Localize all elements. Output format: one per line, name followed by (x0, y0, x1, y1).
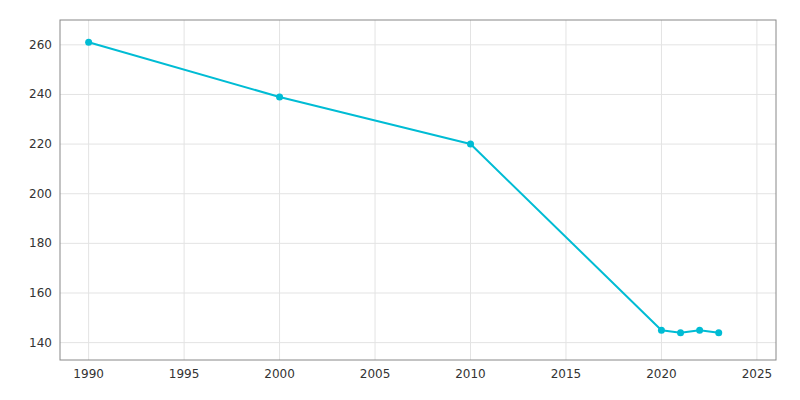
x-tick-label: 1995 (169, 367, 200, 381)
x-tick-label: 1990 (73, 367, 104, 381)
y-grid-line (60, 193, 776, 194)
y-tick-label: 180 (29, 236, 52, 250)
x-grid-line (756, 20, 757, 360)
data-layer (85, 39, 722, 336)
x-tick-label: 2010 (455, 367, 486, 381)
y-tick-label: 200 (29, 187, 52, 201)
y-grid-line (60, 144, 776, 145)
y-tick-label: 240 (29, 87, 52, 101)
x-grid-line (375, 20, 376, 360)
y-grid-line (60, 292, 776, 293)
line (89, 42, 719, 332)
point (715, 329, 722, 336)
chart-container: 1990 1995 2000 2005 2010 2015 2020 2025 140 160 18… (0, 0, 800, 400)
x-grid-line (470, 20, 471, 360)
y-grid-line (60, 342, 776, 343)
y-grid-line (60, 94, 776, 95)
point (677, 329, 684, 336)
point (85, 39, 92, 46)
plot-frame (60, 20, 776, 360)
axes: 1990 1995 2000 2005 2010 2015 2020 2025 140 160 18… (29, 38, 772, 381)
y-grid-line (60, 44, 776, 45)
x-grid-line (184, 20, 185, 360)
y-tick-label: 260 (29, 38, 52, 52)
x-tick-label: 2015 (551, 367, 582, 381)
y-tick-label: 160 (29, 286, 52, 300)
grid (60, 20, 776, 360)
x-tick-label: 2025 (742, 367, 773, 381)
x-grid-line (88, 20, 89, 360)
chart: 1990 1995 2000 2005 2010 2015 2020 2025 140 160 18… (0, 0, 800, 400)
point (696, 327, 703, 334)
y-tick-label: 140 (29, 336, 52, 350)
x-grid-line (565, 20, 566, 360)
y-grid-line (60, 243, 776, 244)
x-tick-label: 2005 (360, 367, 391, 381)
y-tick-label: 220 (29, 137, 52, 151)
point (467, 141, 474, 148)
x-grid-line (279, 20, 280, 360)
x-tick-label: 2000 (264, 367, 295, 381)
point (276, 93, 283, 100)
point (658, 327, 665, 334)
x-tick-label: 2020 (646, 367, 677, 381)
x-grid-line (661, 20, 662, 360)
